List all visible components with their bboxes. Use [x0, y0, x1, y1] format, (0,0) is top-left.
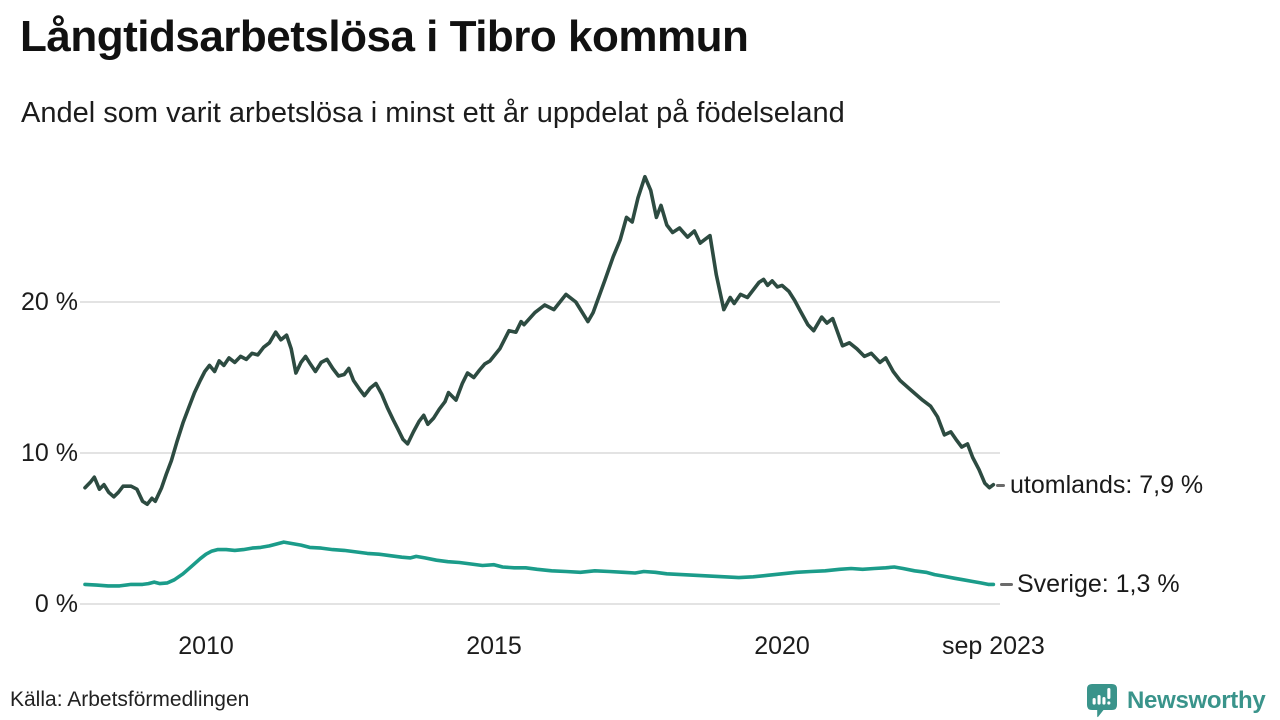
y-axis-tick-label: 10 %	[21, 439, 78, 467]
series-line-sverige	[83, 540, 996, 588]
bar-chart-glyph	[1092, 688, 1111, 705]
y-axis-tick-label: 20 %	[21, 288, 78, 316]
x-axis-tick-label: 2010	[178, 632, 234, 660]
leader-dash-sverige	[1000, 583, 1013, 587]
newsworthy-brand: Newsworthy	[1086, 683, 1266, 718]
newsworthy-logo-icon	[1087, 684, 1117, 718]
page-title: Långtidsarbetslösa i Tibro kommun	[20, 12, 749, 61]
series-label-utomlands: utomlands: 7,9 %	[1010, 470, 1204, 499]
series-line-utomlands	[83, 174, 996, 507]
speech-bubble-shape	[1087, 684, 1117, 718]
x-axis-tick-label: 2020	[754, 632, 810, 660]
series-label-sverige: Sverige: 1,3 %	[1017, 570, 1180, 599]
leader-dash-utomlands	[996, 483, 1005, 487]
x-axis-tick-label: sep 2023	[941, 632, 1045, 660]
source-note: Källa: Arbetsförmedlingen	[10, 688, 250, 711]
brand-wordmark: Newsworthy	[1127, 686, 1266, 714]
y-axis-tick-label: 0 %	[34, 590, 78, 618]
chart-subtitle: Andel som varit arbetslösa i minst ett å…	[21, 97, 845, 129]
x-axis-tick-label: 2015	[466, 632, 522, 660]
